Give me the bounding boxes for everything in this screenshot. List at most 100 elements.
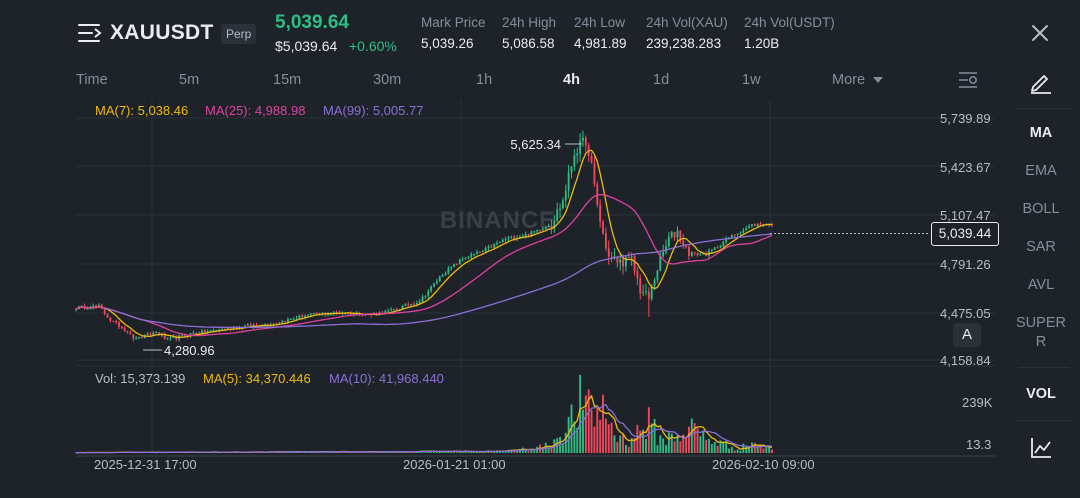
tab-30m[interactable]: 30m: [373, 72, 402, 88]
chart-settings-icon[interactable]: [958, 71, 980, 89]
auto-scale-button[interactable]: A: [953, 323, 981, 347]
draw-tool-icon[interactable]: [1029, 70, 1053, 94]
ma99-line: [104, 233, 773, 329]
candle: [556, 202, 559, 223]
volume-bar: [705, 439, 708, 453]
candle: [126, 330, 129, 334]
candle: [656, 269, 659, 284]
candle: [453, 263, 456, 268]
volume-bars: [75, 374, 773, 454]
candle: [493, 242, 496, 249]
volume-bar: [582, 409, 584, 453]
volume-bar: [650, 423, 653, 453]
volume-bar: [713, 441, 716, 453]
candle: [421, 294, 424, 304]
current-price-tag: 5,039.44: [931, 222, 999, 246]
volume-bar: [473, 451, 476, 453]
candle: [604, 227, 607, 252]
candle: [129, 330, 132, 335]
volume-bar: [513, 449, 516, 453]
price-chart[interactable]: BINANCE 5,625.34 4,280.96: [0, 0, 1010, 498]
candle: [269, 322, 272, 327]
volume-bar: [304, 451, 307, 453]
tab-more[interactable]: More: [832, 72, 884, 88]
candle: [670, 231, 673, 239]
candle: [696, 252, 699, 257]
candle: [413, 301, 415, 306]
stat-value-24h-vol-usdt: 1.20B: [744, 36, 780, 51]
chart-type-icon[interactable]: [1029, 436, 1053, 460]
volume-bar: [682, 434, 685, 453]
volume-bar: [759, 445, 762, 453]
candle: [665, 239, 667, 255]
candle: [733, 234, 736, 238]
candle: [203, 328, 206, 335]
close-icon[interactable]: [1030, 23, 1050, 43]
volume-bar: [667, 432, 670, 453]
volume-bar: [441, 451, 444, 453]
tab-1d[interactable]: 1d: [653, 72, 670, 88]
candle: [441, 273, 444, 277]
divider: [1018, 108, 1070, 109]
vol-ma5-line: [76, 394, 773, 454]
vol-ma10-line: [76, 403, 773, 454]
tab-1w[interactable]: 1w: [742, 72, 761, 88]
candle: [361, 314, 364, 317]
indicator-super-label: SUPER: [1016, 315, 1066, 331]
tab-5m[interactable]: 5m: [179, 72, 200, 88]
volume-bar: [435, 451, 438, 453]
volume-bar: [307, 452, 309, 453]
indicator-boll[interactable]: BOLL: [1022, 201, 1060, 217]
volume-bar: [458, 451, 461, 453]
indicator-avl[interactable]: AVL: [1027, 277, 1055, 293]
candle: [753, 223, 756, 227]
volume-bar: [427, 451, 430, 453]
candle: [450, 265, 453, 272]
volume-bar: [344, 451, 347, 453]
indicator-vol[interactable]: VOL: [1026, 386, 1056, 402]
volume-bar: [751, 442, 753, 453]
candle: [470, 252, 473, 260]
high-label: 5,625.34: [510, 137, 561, 152]
symbol-title[interactable]: XAUUSDT: [110, 21, 214, 44]
candle: [685, 245, 688, 249]
stat-value-24h-high: 5,086.58: [502, 36, 555, 51]
volume-axis-label: 239K: [962, 395, 993, 410]
volume-bar: [679, 441, 682, 453]
indicator-sar[interactable]: SAR: [1026, 239, 1056, 255]
tab-15m[interactable]: 15m: [273, 72, 302, 88]
chart-grid: [76, 100, 995, 457]
tab-1h[interactable]: 1h: [476, 72, 493, 88]
candle: [751, 223, 753, 229]
menu-icon[interactable]: [78, 22, 102, 44]
divider: [1018, 367, 1070, 368]
candle: [739, 231, 742, 236]
candle: [570, 166, 573, 179]
volume-bar: [768, 446, 771, 453]
candles: [75, 130, 773, 342]
tab-more-label: More: [832, 72, 866, 88]
volume-bar: [745, 447, 748, 453]
candle: [659, 251, 662, 272]
price-axis-label: 5,107.47: [940, 208, 991, 223]
candle: [582, 130, 584, 147]
volume-bar: [430, 451, 433, 453]
candle: [547, 223, 550, 228]
indicator-ema[interactable]: EMA: [1025, 163, 1057, 179]
tab-time[interactable]: Time: [76, 72, 108, 88]
volume-bar: [573, 421, 576, 453]
volume-bar: [355, 452, 358, 453]
tab-4h[interactable]: 4h: [563, 72, 580, 88]
indicator-ma[interactable]: MA: [1029, 125, 1053, 141]
candle: [636, 266, 639, 286]
volume-bar: [484, 451, 487, 453]
indicator-super[interactable]: SUPER R: [1012, 314, 1070, 352]
price-axis-label: 4,475.05: [940, 306, 991, 321]
candle: [679, 230, 682, 244]
volume-bar: [493, 451, 496, 453]
candle: [112, 320, 115, 323]
volume-bar: [645, 438, 647, 453]
volume-bar: [647, 407, 650, 453]
candle: [75, 308, 77, 312]
volume-bar: [570, 404, 573, 453]
